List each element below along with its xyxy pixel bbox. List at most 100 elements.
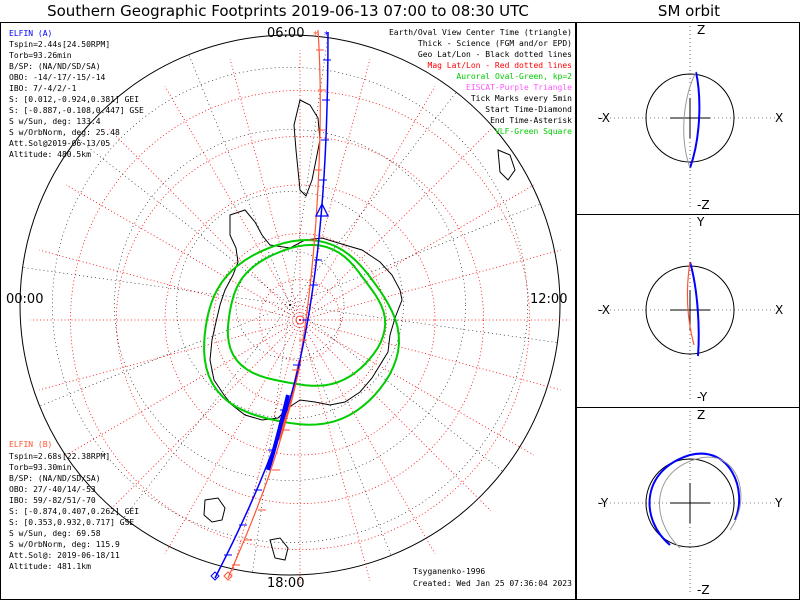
auroral-oval-inner bbox=[226, 243, 387, 387]
mag-meridian bbox=[39, 249, 301, 321]
elfin-b-end-asterisk: * bbox=[313, 30, 318, 41]
sm-axis-label-left: -Y bbox=[598, 496, 609, 510]
elfin-b-info: Tspin=2.68s[22.38RPM] Torb=93.30min B/SP… bbox=[9, 451, 139, 572]
sm-axis-label-top: Z bbox=[697, 23, 706, 37]
sm-orbit-title: SM orbit bbox=[657, 2, 721, 20]
elfin-a-line: S w/Sun, deg: 133.4 bbox=[9, 117, 101, 126]
model-credit: Tsyganenko-1996 bbox=[413, 567, 486, 576]
mag-meridian bbox=[229, 59, 301, 321]
geo-lat-circle bbox=[52, 67, 528, 543]
elfin-a-line: S: [-0.887,-0.108,0.447] GSE bbox=[9, 106, 144, 115]
geo-meridian bbox=[77, 138, 291, 306]
auroral-oval-outer bbox=[203, 238, 401, 426]
legend-entry: VLF-Green Square bbox=[494, 127, 572, 136]
elfin-b-line: Torb=93.30min bbox=[9, 463, 72, 472]
elfin-a-info: Tspin=2.44s[24.50RPM] Torb=93.26min B/SP… bbox=[9, 39, 144, 160]
geo-meridian bbox=[39, 304, 291, 407]
elfin-a-line: OBO: -14/-17/-15/-14 bbox=[9, 73, 106, 82]
mag-meridian bbox=[299, 319, 492, 512]
mag-meridian bbox=[164, 319, 301, 555]
sm-orbit-a-yz bbox=[648, 452, 741, 546]
auroral-oval bbox=[203, 238, 401, 426]
time-label-right: 12:00 bbox=[530, 292, 568, 307]
landmass-bottom-2 bbox=[269, 537, 289, 561]
page-title: Southern Geographic Footprints 2019-06-1… bbox=[47, 2, 529, 20]
created-timestamp: Created: Wed Jan 25 07:36:04 2023 bbox=[413, 579, 572, 588]
sm-axis-label-right: X bbox=[775, 303, 784, 317]
antarctica-coastline bbox=[209, 209, 403, 421]
elfin-a-end-asterisk: * bbox=[324, 30, 329, 41]
geo-meridian bbox=[188, 54, 291, 306]
geo-meridian bbox=[252, 304, 291, 573]
map-outer-circle bbox=[19, 34, 561, 576]
elfin-a-track bbox=[214, 31, 329, 579]
sm-axis-label-bottom: -Z bbox=[697, 198, 710, 212]
sm-axis-label-bottom: -Z bbox=[697, 583, 710, 597]
geo-meridian bbox=[289, 304, 392, 556]
geo-meridian bbox=[289, 304, 558, 343]
geo-meridian bbox=[289, 203, 541, 306]
mag-meridian bbox=[299, 319, 561, 391]
elfin-b-track bbox=[227, 29, 321, 579]
mag-meridian bbox=[108, 319, 301, 512]
mag-meridian bbox=[299, 184, 535, 321]
sm-axis-label-right: Y bbox=[775, 496, 783, 510]
elfin-a-name: ELFIN (A) bbox=[9, 29, 53, 38]
sm-axis-label-left: -X bbox=[598, 111, 610, 125]
sm-orbit-a-xy bbox=[689, 261, 700, 357]
sm-orbit-b-xz bbox=[683, 71, 697, 169]
elfin-b-line: S: [-0.874,0.407,0.262] GEI bbox=[9, 507, 140, 516]
legend: Earth/Oval View Center Time (triangle) Th… bbox=[389, 27, 572, 137]
landmass-bottom bbox=[203, 497, 226, 523]
mag-meridian bbox=[299, 319, 371, 581]
mag-meridian bbox=[65, 319, 301, 456]
sm-axis-label-right: X bbox=[775, 111, 784, 125]
elfin-b-line: S w/Sun, deg: 69.58 bbox=[9, 529, 101, 538]
elfin-b-line: OBO: 27/-40/14/-53 bbox=[9, 485, 96, 494]
sm-orbit-b-yz bbox=[659, 456, 742, 549]
legend-entry: Geo Lat/Lon - Black dotted lines bbox=[417, 50, 572, 59]
time-label-left: 00:00 bbox=[6, 292, 44, 307]
elfin-b-start-diamond bbox=[223, 571, 233, 581]
mag-meridian bbox=[65, 184, 301, 321]
geo-meridian bbox=[289, 92, 457, 306]
legend-entry: Mag Lat/Lon - Red dotted lines bbox=[427, 61, 573, 70]
sm-axis-label-top: Z bbox=[697, 408, 706, 422]
mag-meridian bbox=[299, 319, 436, 555]
elfin-b-line: B/SP: (NA/ND/SD/SA) bbox=[9, 474, 101, 483]
satellite-tracks: ** bbox=[210, 29, 331, 581]
mag-lat-circle bbox=[115, 135, 485, 505]
elfin-a-line: S: [0.012,-0.924,0.381] GEI bbox=[9, 95, 140, 104]
time-label-top: 06:00 bbox=[267, 26, 305, 41]
legend-entry: Earth/Oval View Center Time (triangle) bbox=[388, 28, 572, 37]
mag-meridian bbox=[299, 319, 535, 456]
mag-meridian bbox=[299, 85, 436, 321]
elfin-b-line: S: [0.353,0.932,0.717] GSE bbox=[9, 518, 135, 527]
elfin-b-line: Att.Sol@: 2019-06-18/11 bbox=[9, 551, 120, 560]
mag-meridian bbox=[299, 128, 492, 321]
sm-axis-label-top: Y bbox=[697, 215, 705, 229]
geo-lat-circle bbox=[235, 250, 345, 360]
mag-meridian bbox=[39, 319, 301, 391]
elfin-b-line: S w/OrbNorm, deg: 115.9 bbox=[9, 540, 120, 549]
elfin-a-line: S w/OrbNorm, deg: 25.48 bbox=[9, 128, 120, 137]
sm-orbit-a-xz bbox=[689, 71, 701, 169]
legend-entry: Tick Marks every 5min bbox=[470, 94, 572, 103]
elfin-a-start-diamond bbox=[210, 571, 220, 581]
time-label-bottom: 18:00 bbox=[267, 576, 305, 591]
elfin-a-line: Altitude: 480.5km bbox=[9, 150, 91, 159]
geo-meridian bbox=[289, 37, 328, 306]
elfin-a-line: IBO: 7/-4/2/-1 bbox=[9, 84, 77, 93]
mag-lat-circle bbox=[164, 184, 436, 456]
mag-meridian bbox=[108, 128, 301, 321]
legend-entry: Start Time-Diamond bbox=[485, 105, 572, 114]
sm-axis-label-bottom: -Y bbox=[697, 390, 708, 404]
map-grid bbox=[19, 34, 570, 590]
elfin-a-line: Torb=93.26min bbox=[9, 51, 72, 60]
legend-entry: Thick - Science (FGM and/or EPD) bbox=[417, 39, 572, 48]
elfin-a-line: Tspin=2.44s[24.50RPM] bbox=[9, 40, 111, 49]
landmass-right bbox=[497, 149, 516, 181]
legend-entry: Auroral Oval-Green, kp=2 bbox=[456, 72, 572, 81]
mag-meridian bbox=[299, 249, 561, 321]
